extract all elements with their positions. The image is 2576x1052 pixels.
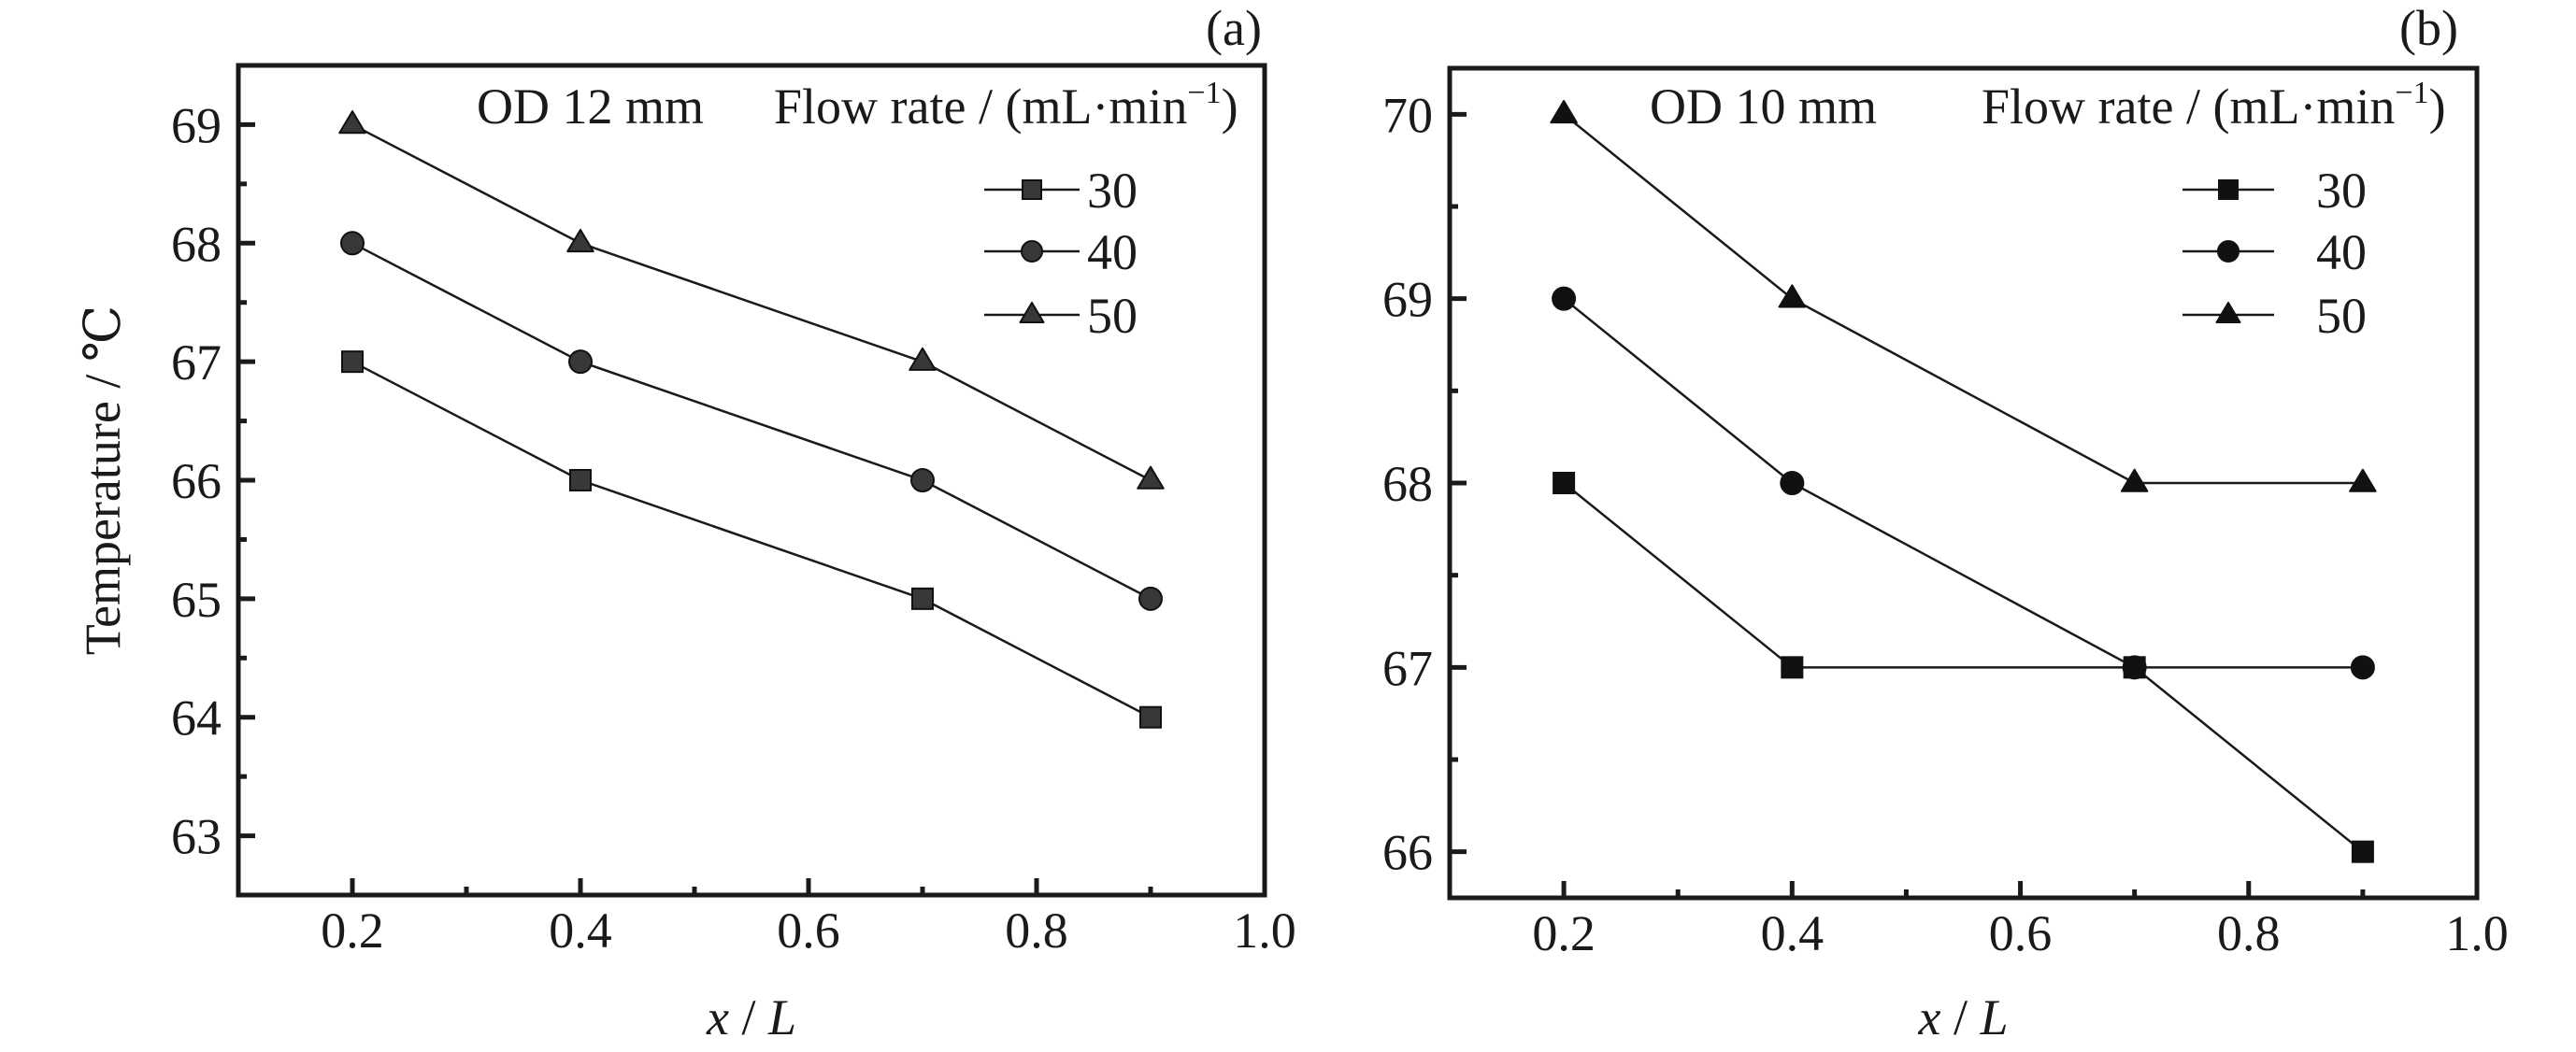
legend-entry: 50 <box>984 288 1138 344</box>
panel-b: 0.2 0.4 0.6 0.8 1.0 66 67 68 69 70 x / L (b) OD 10 m… <box>1382 0 2509 1045</box>
data-point-square <box>1139 705 1162 729</box>
data-point-square <box>1553 472 1576 494</box>
data-point-circle <box>1138 586 1163 611</box>
series-50 <box>1550 100 2377 492</box>
y-tick-label: 69 <box>171 97 222 153</box>
y-tick-label: 63 <box>171 809 222 865</box>
y-tick-label: 65 <box>171 572 222 628</box>
x-axis-title-var: x <box>1917 989 1940 1045</box>
data-point-triangle <box>909 347 937 371</box>
x-tick-label: 1.0 <box>2445 905 2509 961</box>
data-point-circle <box>568 349 593 375</box>
data-point-triangle <box>1550 100 1578 124</box>
legend-entry: 30 <box>2182 163 2367 219</box>
y-tick-label: 68 <box>1382 456 1433 512</box>
data-point-square <box>2351 840 2374 863</box>
y-tick-label: 66 <box>171 453 222 509</box>
x-axis-title-unit: L <box>1979 989 2008 1045</box>
legend-title-superscript: −1 <box>2395 76 2428 110</box>
y-tick-label: 64 <box>171 690 222 746</box>
series-line-30 <box>351 361 1152 718</box>
series-line-40 <box>1563 297 2363 669</box>
legend-label: 50 <box>2316 288 2367 344</box>
y-tick-label: 70 <box>1382 87 1433 143</box>
y-tick-label: 69 <box>1382 272 1433 328</box>
legend-label: 30 <box>2316 163 2367 219</box>
x-axis-title: x / L <box>1917 989 2008 1045</box>
legend-title: Flow rate / (mL·min−1) <box>774 76 1238 135</box>
od-annotation: OD 12 mm <box>477 78 704 135</box>
panel-label: (a) <box>1206 0 1262 56</box>
legend-label: 50 <box>1087 288 1138 344</box>
x-tick-label: 0.8 <box>2217 905 2281 961</box>
legend-label: 40 <box>1087 224 1138 280</box>
data-point-circle <box>910 468 935 492</box>
data-point-triangle <box>1137 465 1165 490</box>
data-point-square <box>911 587 934 610</box>
series-50 <box>338 110 1165 490</box>
legend-entry: 30 <box>984 163 1138 219</box>
panel-a: 0.2 0.4 0.6 0.8 1.0 63 64 65 66 67 68 69 x / L Temper… <box>75 0 1296 1045</box>
x-tick-label: 0.2 <box>321 903 384 959</box>
series-line-30 <box>1563 482 2364 853</box>
x-tick-label: 0.4 <box>1761 905 1825 961</box>
legend-marker-circle <box>2217 240 2240 263</box>
data-point-circle <box>2122 655 2147 680</box>
data-point-square <box>569 469 592 491</box>
legend-marker-square <box>2218 179 2239 200</box>
legend-label: 40 <box>2316 224 2367 280</box>
x-axis-title-sep: / <box>729 989 768 1045</box>
data-point-square <box>341 350 364 374</box>
legend-title-close: ) <box>2429 78 2446 135</box>
x-tick-label: 0.4 <box>549 903 612 959</box>
legend-title-superscript: −1 <box>1187 76 1221 110</box>
data-point-circle <box>340 231 365 256</box>
legend-title-close: ) <box>1222 78 1238 135</box>
legend-entry: 40 <box>984 224 1138 280</box>
series-line-50 <box>1563 113 2363 485</box>
legend-marker-triangle <box>2215 301 2241 323</box>
data-point-triangle <box>1778 284 1807 308</box>
series-line-40 <box>351 242 1152 600</box>
data-point-triangle <box>2349 468 2377 492</box>
y-axis-title: Temperature / ℃ <box>75 306 131 655</box>
x-axis-title: x / L <box>706 989 796 1045</box>
x-tick-label: 0.2 <box>1532 905 1596 961</box>
data-point-circle <box>2350 655 2375 680</box>
y-tick-label: 67 <box>1382 640 1433 696</box>
series-40 <box>340 231 1163 611</box>
legend-entry: 40 <box>2182 224 2367 280</box>
data-point-circle <box>1552 286 1577 311</box>
data-point-triangle <box>566 228 594 253</box>
y-tick-label: 66 <box>1382 825 1433 881</box>
y-tick-label: 67 <box>171 334 222 391</box>
data-point-square <box>1781 656 1804 679</box>
panel-label: (b) <box>2399 0 2458 56</box>
x-tick-label: 0.8 <box>1005 903 1068 959</box>
x-tick-label: 1.0 <box>1233 903 1296 959</box>
x-tick-label: 0.6 <box>1989 905 2053 961</box>
series-40 <box>1552 286 2375 680</box>
data-point-triangle <box>338 110 366 135</box>
y-tick-label: 68 <box>171 216 222 272</box>
legend-marker-square <box>1022 179 1042 200</box>
data-point-circle <box>1780 471 1805 495</box>
x-axis-title-var: x <box>706 989 729 1045</box>
series-30 <box>341 350 1162 729</box>
legend-label: 30 <box>1087 163 1138 219</box>
od-annotation: OD 10 mm <box>1650 78 1877 135</box>
legend-entry: 50 <box>2182 288 2367 344</box>
x-axis-title-sep: / <box>1940 989 1980 1045</box>
legend-title-text: Flow rate / (mL·min <box>1982 78 2395 135</box>
legend-marker-triangle <box>1019 301 1045 323</box>
legend-title: Flow rate / (mL·min−1) <box>1982 76 2446 135</box>
legend-marker-circle <box>1021 240 1043 263</box>
legend-title-text: Flow rate / (mL·min <box>774 78 1187 135</box>
data-point-triangle <box>2120 468 2149 492</box>
series-line-50 <box>351 123 1152 482</box>
x-tick-label: 0.6 <box>777 903 840 959</box>
x-axis-title-unit: L <box>767 989 796 1045</box>
